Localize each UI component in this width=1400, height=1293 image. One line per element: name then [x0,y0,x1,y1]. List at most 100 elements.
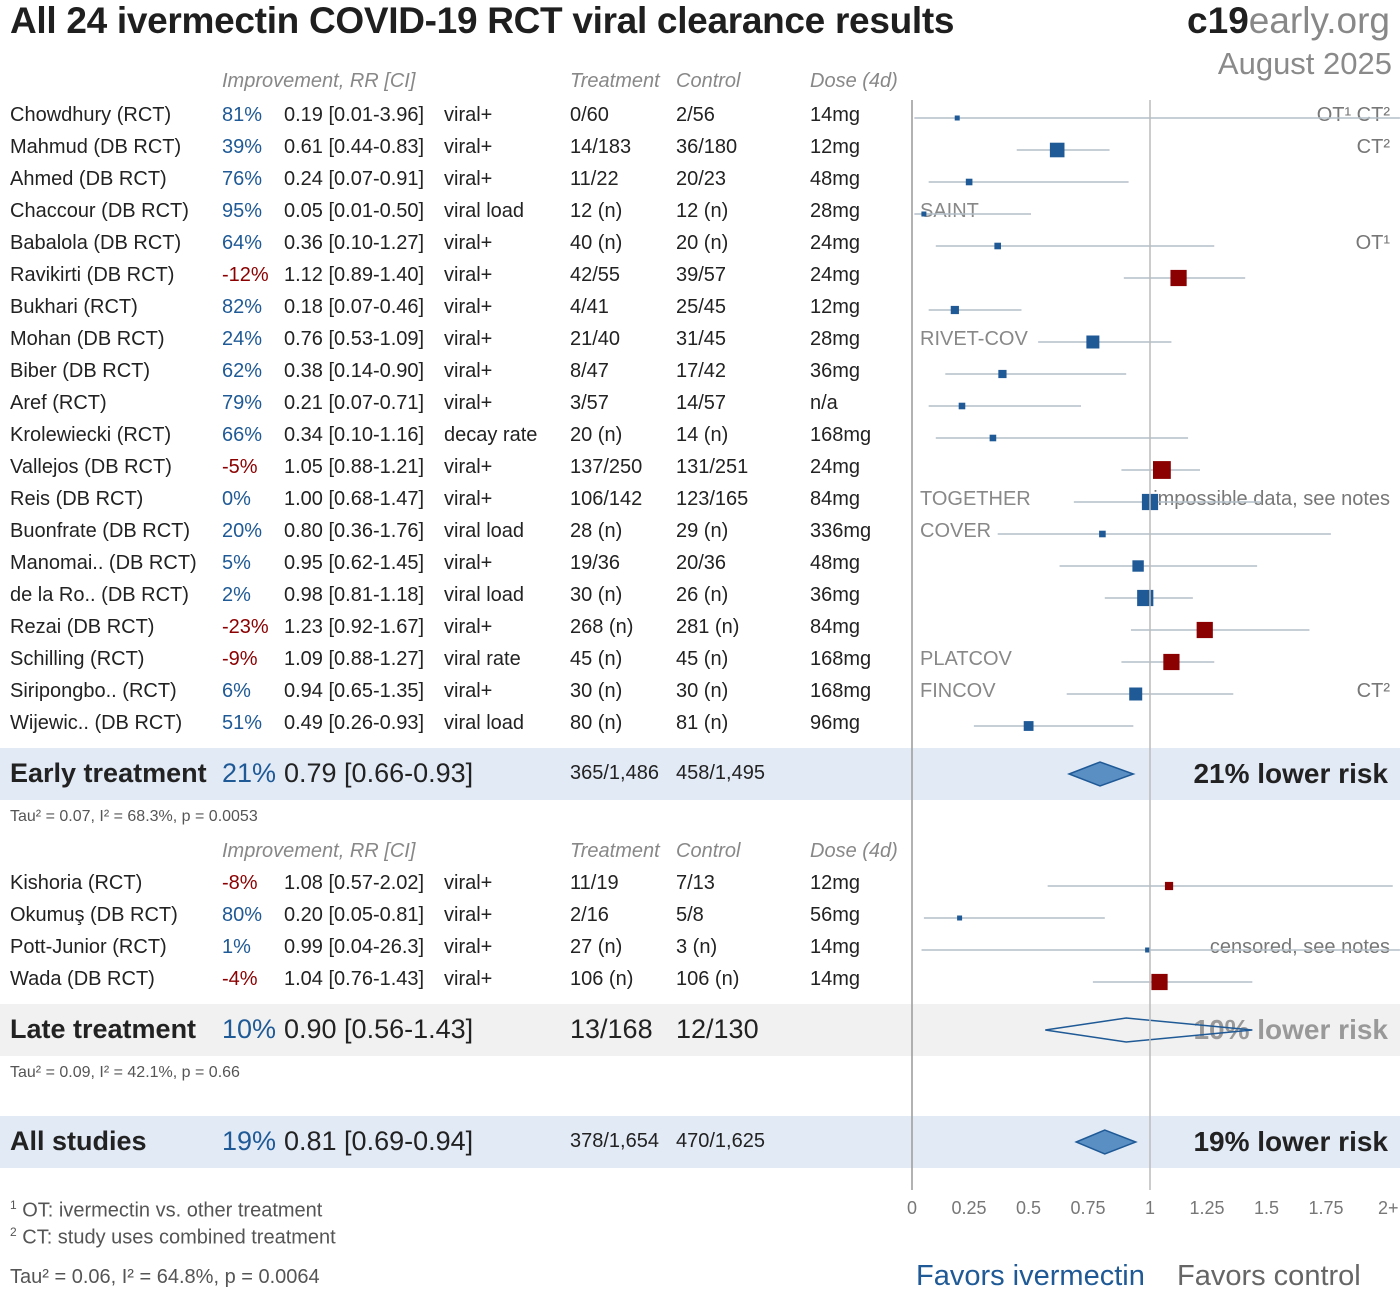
study-dose: 48mg [810,552,861,574]
header-dose: Dose (4d) [810,840,898,862]
study-control: 14/57 [676,392,727,414]
late-summary-band [0,1004,1400,1056]
study-control: 7/13 [676,872,715,894]
all-summary-band [0,1116,1400,1168]
study-control: 106 (n) [676,968,740,990]
study-name: Mohan (DB RCT) [10,328,165,350]
study-dose: 84mg [810,616,861,638]
study-improvement: 79% [222,392,263,414]
summary-result: 21% lower risk [1193,758,1388,789]
study-name: Reis (DB RCT) [10,488,144,510]
study-control: 26 (n) [676,584,729,606]
study-improvement: 62% [222,360,263,382]
axis-tick-label: 1.75 [1308,1198,1344,1218]
early-summary-band [0,748,1400,800]
header-dose: Dose (4d) [810,70,898,92]
study-improvement: 6% [222,680,251,702]
study-rr: 0.95 [0.62-1.45] [284,552,425,574]
summary-rr: 0.90 [0.56-1.43] [284,1014,474,1044]
study-improvement: -4% [222,968,258,990]
effect-marker [950,305,959,315]
study-note: CT² [1356,136,1390,158]
summary-result: 19% lower risk [1193,1126,1388,1157]
header-treatment: Treatment [570,840,660,862]
study-outcome: viral+ [444,904,493,926]
study-improvement: 66% [222,424,263,446]
study-name: Schilling (RCT) [10,648,145,670]
study-improvement: -8% [222,872,258,894]
study-treatment: 12 (n) [570,200,623,222]
study-rr: 1.09 [0.88-1.27] [284,648,425,670]
study-rr: 0.80 [0.36-1.76] [284,520,425,542]
study-dose: 168mg [810,648,872,670]
study-treatment: 30 (n) [570,680,623,702]
study-rr: 1.05 [0.88-1.21] [284,456,425,478]
study-rr: 0.49 [0.26-0.93] [284,712,425,734]
study-treatment: 4/41 [570,296,609,318]
study-rr: 0.34 [0.10-1.16] [284,424,425,446]
study-rr: 0.94 [0.65-1.35] [284,680,425,702]
study-dose: 336mg [810,520,872,542]
study-outcome: viral load [444,712,525,734]
study-outcome: viral+ [444,872,493,894]
effect-marker [1145,947,1151,953]
effect-marker [1049,142,1065,158]
study-outcome: viral load [444,200,525,222]
study-name: Rezai (DB RCT) [10,616,155,638]
study-note: OT¹ [1355,232,1390,254]
late-tau: Tau² = 0.09, I² = 42.1%, p = 0.66 [10,1064,240,1081]
study-dose: 28mg [810,328,861,350]
brand-bold: c19 [1187,0,1249,41]
study-name: Manomai.. (DB RCT) [10,552,197,574]
page-title: All 24 ivermectin COVID-19 RCT viral cle… [10,0,955,41]
study-dose: 168mg [810,424,872,446]
study-outcome: viral+ [444,488,493,510]
axis-tick-label: 1.5 [1254,1198,1280,1218]
summary-control: 470/1,625 [676,1130,765,1152]
summary-treatment: 13/168 [570,1014,653,1044]
study-treatment: 11/19 [570,872,619,894]
study-treatment: 106/142 [570,488,643,510]
study-outcome: viral+ [444,104,493,126]
summary-result: 10% lower risk [1193,1014,1388,1045]
study-control: 20 (n) [676,232,729,254]
trial-name: PLATCOV [920,648,1012,670]
study-note: impossible data, see notes [1153,488,1390,510]
study-note: CT² [1356,680,1390,702]
effect-marker [1129,687,1143,701]
summary-improvement: 21% [222,758,277,788]
study-treatment: 80 (n) [570,712,623,734]
study-note: OT¹ CT² [1316,104,1390,126]
brand-logo[interactable]: c19early.org [1187,0,1390,42]
trial-name: COVER [920,520,992,542]
header-control: Control [676,840,741,862]
summary-treatment: 365/1,486 [570,762,659,784]
study-treatment: 27 (n) [570,936,623,958]
study-outcome: viral+ [444,392,493,414]
summary-label: All studies [10,1126,147,1156]
effect-marker [958,402,966,410]
footnote-2-text: CT: study uses combined treatment [22,1226,336,1249]
study-name: Mahmud (DB RCT) [10,136,182,158]
study-improvement: 1% [222,936,251,958]
effect-marker [1151,973,1168,991]
effect-marker [965,178,973,186]
study-name: Buonfrate (DB RCT) [10,520,191,542]
study-improvement: 81% [222,104,263,126]
summary-control: 458/1,495 [676,762,765,784]
summary-treatment: 378/1,654 [570,1130,659,1152]
study-control: 81 (n) [676,712,729,734]
study-control: 3 (n) [676,936,718,958]
study-rr: 0.05 [0.01-0.50] [284,200,425,222]
study-rr: 0.76 [0.53-1.09] [284,328,425,350]
axis-tick-label: 1 [1145,1198,1156,1218]
study-control: 30 (n) [676,680,729,702]
study-treatment: 30 (n) [570,584,623,606]
early-tau: Tau² = 0.07, I² = 68.3%, p = 0.0053 [10,808,258,825]
trial-name: RIVET-COV [920,328,1028,350]
study-outcome: viral+ [444,936,493,958]
study-dose: n/a [810,392,838,414]
axis-tick-label: 0.75 [1070,1198,1106,1218]
study-treatment: 40 (n) [570,232,623,254]
study-treatment: 14/183 [570,136,632,158]
